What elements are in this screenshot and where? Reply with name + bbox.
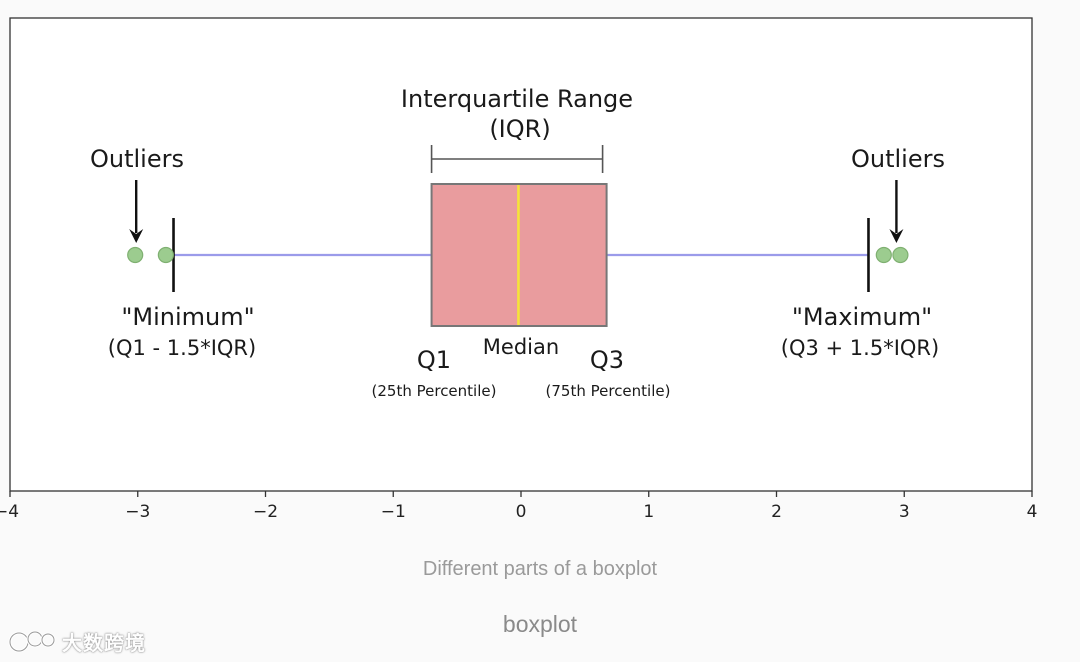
q1-label: Q1 <box>417 346 451 374</box>
outlier-point-0 <box>127 246 144 264</box>
maximum-formula: (Q3 + 1.5*IQR) <box>781 336 939 360</box>
maximum-label: "Maximum" <box>792 303 932 331</box>
boxplot-chart: Interquartile Range(IQR) Outliers Outliers… <box>0 17 1038 522</box>
x-tick-label-4: 0 <box>516 502 527 522</box>
x-tick-label-8: 4 <box>1027 502 1038 522</box>
x-tick-label-3: −1 <box>381 502 406 522</box>
iqr-abbr: (IQR) <box>489 115 550 143</box>
outliers-label-right: Outliers <box>851 145 945 173</box>
x-tick-label-5: 1 <box>643 502 654 522</box>
watermark-text: 大数跨境 <box>62 630 146 655</box>
x-tick-label-2: −2 <box>253 502 278 522</box>
x-tick-label-6: 2 <box>771 502 782 522</box>
q1-sublabel: (25th Percentile) <box>372 382 497 400</box>
outlier-point-2 <box>875 246 892 264</box>
outlier-point-3 <box>892 246 909 264</box>
q3-label: Q3 <box>590 346 624 374</box>
outliers-label-left: Outliers <box>90 145 184 173</box>
minimum-label: "Minimum" <box>121 303 254 331</box>
x-tick-label-0: −4 <box>0 502 19 522</box>
x-tick-label-7: 3 <box>899 502 910 522</box>
iqr-title: Interquartile Range <box>401 85 633 113</box>
figure-subcaption: boxplot <box>502 611 578 637</box>
q3-sublabel: (75th Percentile) <box>546 382 671 400</box>
x-tick-label-1: −3 <box>125 502 150 522</box>
watermark: 大数跨境 <box>8 626 146 656</box>
outlier-point-1 <box>157 246 174 264</box>
chat-bubbles-logo-icon <box>8 630 56 653</box>
arrow-outliers-right-head <box>889 229 904 243</box>
minimum-formula: (Q1 - 1.5*IQR) <box>108 336 256 360</box>
figure-caption: Different parts of a boxplot <box>422 558 658 580</box>
median-label: Median <box>483 335 559 359</box>
arrow-outliers-left-head <box>129 229 144 243</box>
